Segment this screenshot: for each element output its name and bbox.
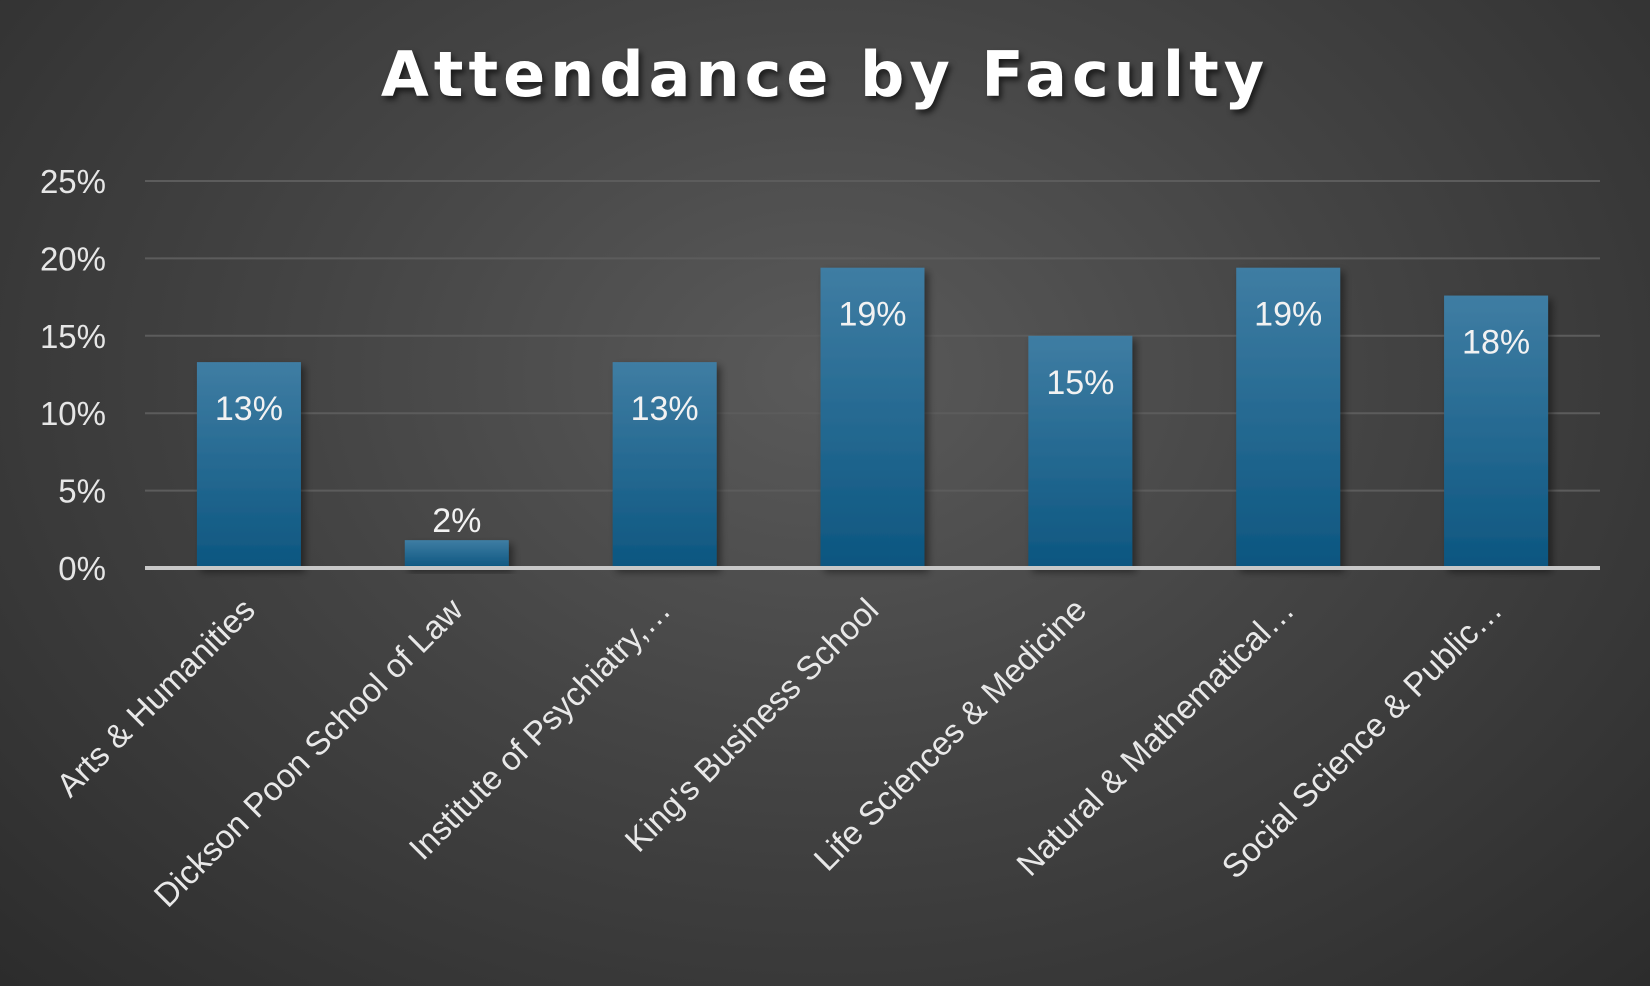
y-tick-label: 25% (40, 163, 106, 200)
y-tick-label: 20% (40, 240, 106, 277)
x-tick-label: Arts & Humanities (49, 591, 262, 804)
data-label: 18% (1462, 324, 1530, 362)
bar (820, 267, 925, 568)
y-axis-ticks: 0% 5% 10% 15% 20% 25% (40, 163, 106, 587)
bar (612, 362, 717, 568)
data-label: 13% (215, 390, 283, 428)
data-label: 19% (1254, 296, 1322, 334)
data-label: 19% (838, 296, 906, 334)
y-tick-label: 5% (58, 473, 106, 510)
bar (196, 362, 301, 568)
y-tick-label: 10% (40, 395, 106, 432)
data-label: 13% (631, 390, 699, 428)
y-tick-label: 0% (58, 550, 106, 587)
bar (1236, 267, 1341, 568)
bar (1444, 295, 1549, 568)
y-tick-label: 15% (40, 318, 106, 355)
data-label: 2% (432, 502, 481, 540)
bars (196, 267, 1549, 568)
chart-title: Attendance by Faculty (380, 38, 1270, 111)
data-labels: 13% 2% 13% 19% 15% 19% 18% (215, 296, 1530, 540)
bar (404, 540, 509, 568)
data-label: 15% (1046, 364, 1114, 402)
bar (1028, 335, 1133, 568)
